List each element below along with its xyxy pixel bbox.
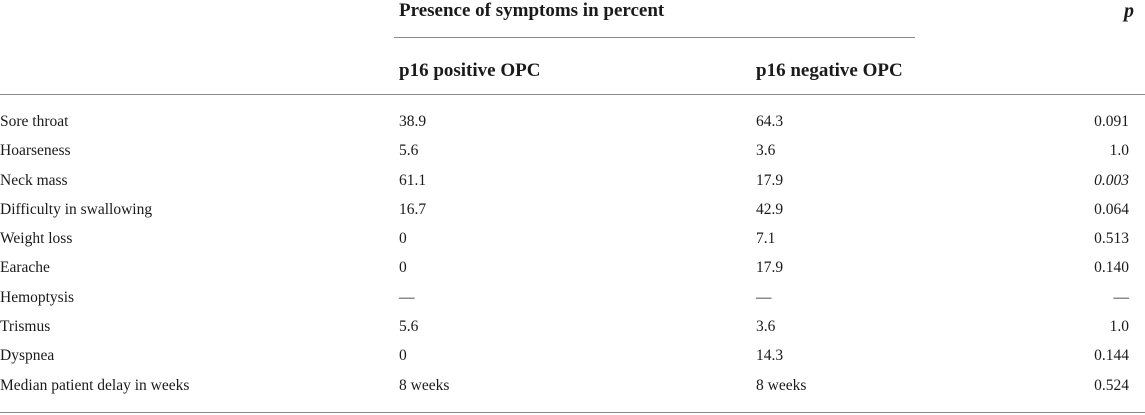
negative-value: 64.3 [756, 113, 784, 130]
positive-value: — [399, 288, 415, 306]
row-label: Dyspnea [0, 347, 55, 365]
positive-value: 0 [399, 347, 407, 365]
row-label: Weight loss [0, 230, 73, 248]
row-label: Trismus [0, 318, 51, 336]
positive-value: 5.6 [399, 142, 419, 160]
positive-value: 38.9 [399, 113, 427, 130]
p-value: 1.0 [1109, 318, 1129, 336]
table-row: Difficulty in swallowing 16.7 42.9 0.064 [0, 199, 1145, 228]
header-p-value: p [1124, 0, 1134, 22]
negative-value: 7.1 [756, 230, 776, 248]
positive-value: 0 [399, 259, 407, 277]
p-value: 0.144 [1094, 347, 1129, 365]
row-label: Sore throat [0, 113, 69, 130]
p-value: 0.140 [1094, 259, 1129, 277]
header-group-title: Presence of symptoms in percent [399, 0, 665, 21]
negative-value: 8 weeks [756, 376, 807, 394]
row-label: Neck mass [0, 171, 68, 189]
positive-value: 0 [399, 230, 407, 248]
table-row: Dyspnea 0 14.3 0.144 [0, 345, 1145, 374]
group-divider [394, 37, 915, 38]
positive-value: 5.6 [399, 318, 419, 336]
negative-value: 14.3 [756, 347, 784, 365]
row-label: Hemoptysis [0, 288, 75, 306]
positive-value: 16.7 [399, 200, 427, 218]
negative-value: 17.9 [756, 259, 784, 277]
positive-value: 8 weeks [399, 376, 450, 394]
negative-value: 3.6 [756, 142, 776, 160]
negative-value: 3.6 [756, 318, 776, 336]
p-value: 0.091 [1094, 113, 1129, 130]
table-body: Sore throat 38.9 64.3 0.091 Hoarseness 5… [0, 111, 1145, 404]
table-row: Neck mass 61.1 17.9 0.003 [0, 170, 1145, 199]
table-row: Weight loss 0 7.1 0.513 [0, 228, 1145, 257]
table-row: Hemoptysis — — — [0, 287, 1145, 316]
p-value: 1.0 [1109, 142, 1129, 160]
row-label: Difficulty in swallowing [0, 200, 153, 218]
row-label: Earache [0, 259, 50, 277]
p-value: 0.524 [1094, 376, 1129, 394]
table-row: Earache 0 17.9 0.140 [0, 257, 1145, 286]
header-divider [0, 94, 1145, 95]
table-row: Trismus 5.6 3.6 1.0 [0, 316, 1145, 345]
table-bottom-rule [0, 412, 1145, 413]
row-label: Hoarseness [0, 142, 71, 160]
p-value: 0.003 [1094, 171, 1129, 189]
p-value: — [1113, 288, 1130, 306]
header-p16-positive: p16 positive OPC [399, 60, 541, 81]
table-row: Hoarseness 5.6 3.6 1.0 [0, 140, 1145, 169]
row-label: Median patient delay in weeks [0, 376, 190, 394]
positive-value: 61.1 [399, 171, 427, 189]
negative-value: 17.9 [756, 171, 784, 189]
header-p16-negative: p16 negative OPC [756, 60, 903, 81]
table-row: Sore throat 38.9 64.3 0.091 [0, 111, 1145, 140]
negative-value: 42.9 [756, 200, 784, 218]
negative-value: — [756, 288, 772, 306]
p-value: 0.064 [1094, 200, 1129, 218]
p-value: 0.513 [1094, 230, 1129, 248]
table-row: Median patient delay in weeks 8 weeks 8 … [0, 375, 1145, 404]
